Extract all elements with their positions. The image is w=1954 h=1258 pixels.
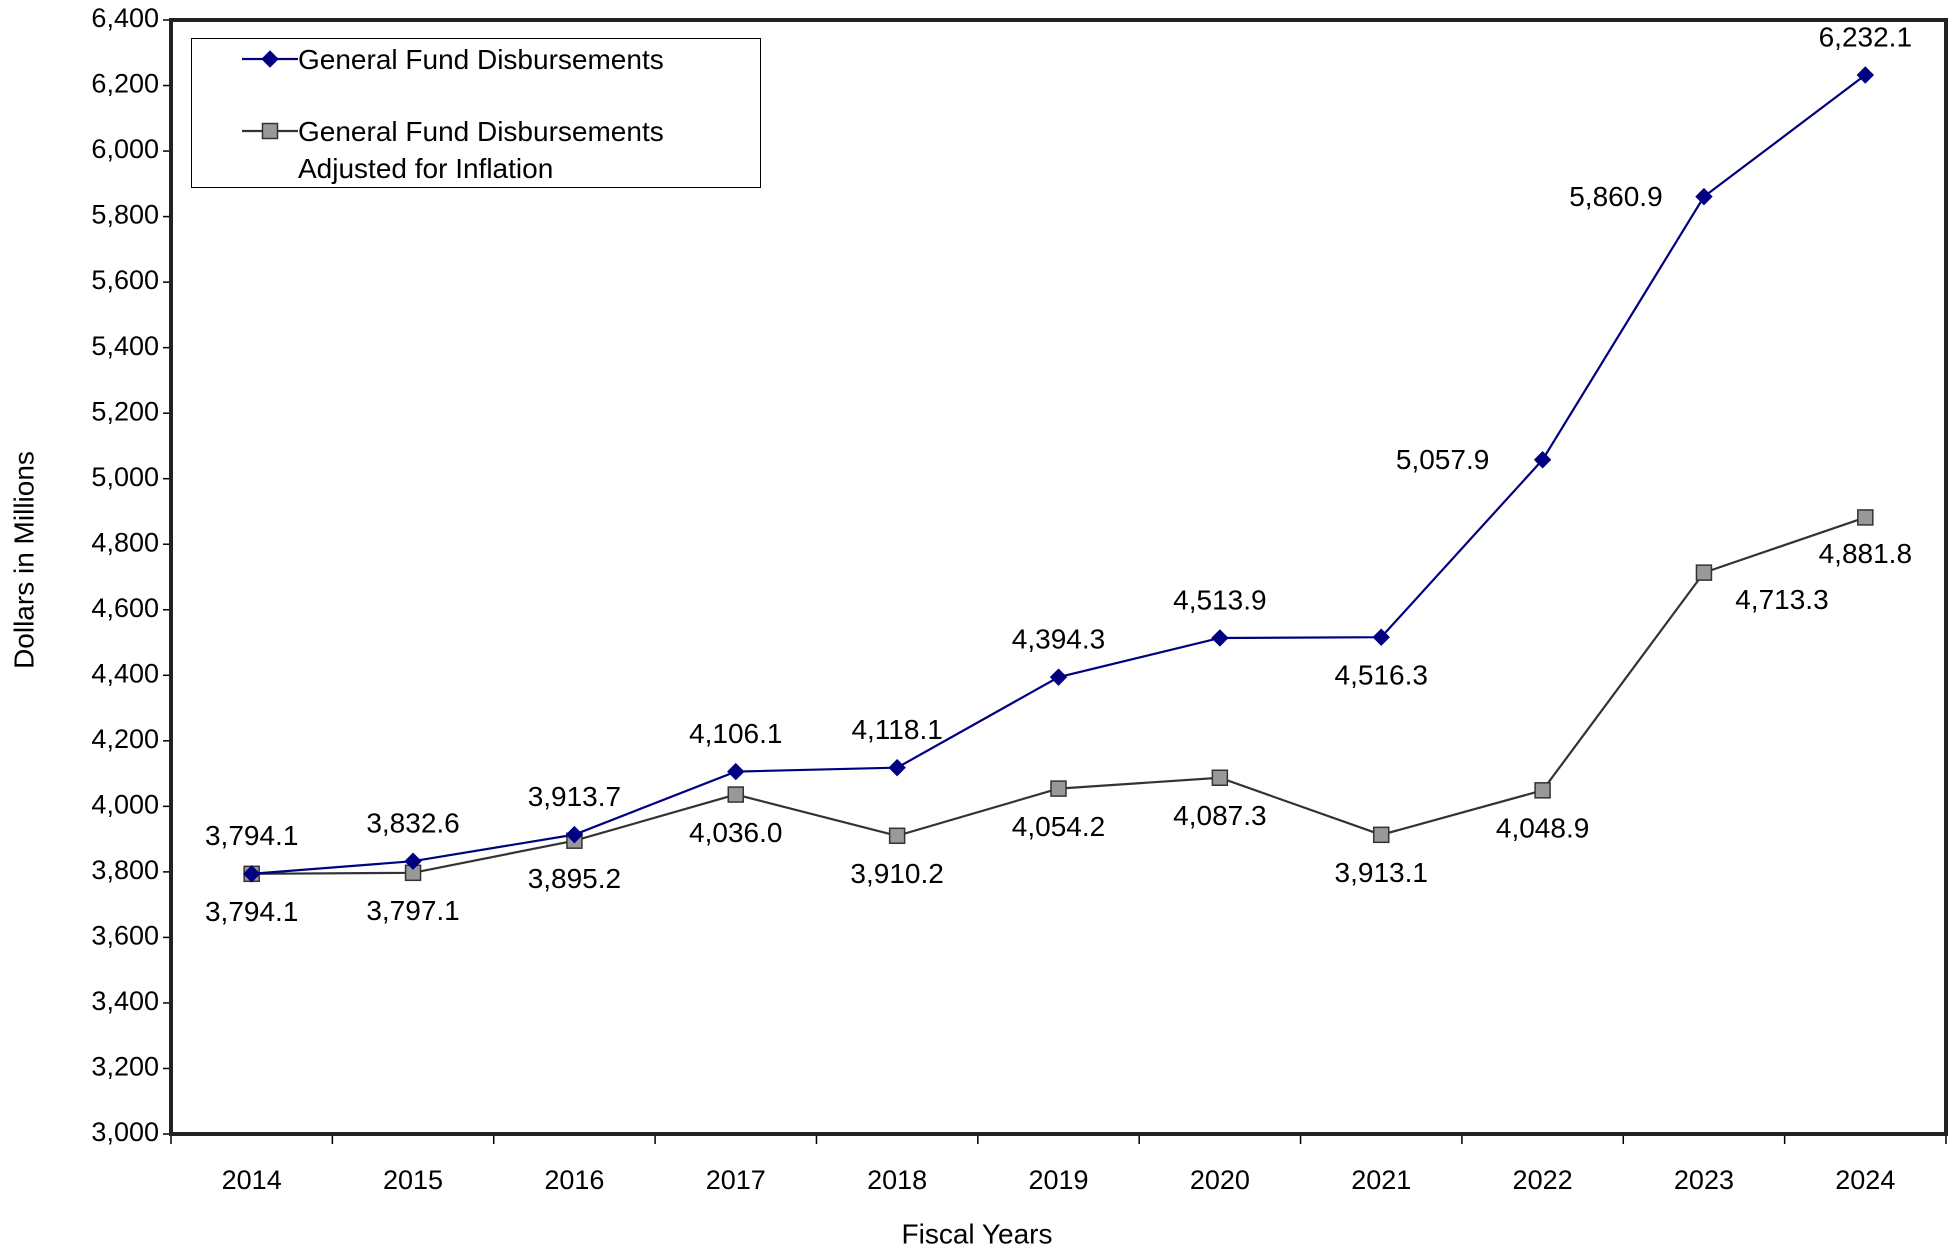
data-point: [1856, 66, 1875, 84]
y-tick-label: 4,200: [91, 724, 159, 754]
x-tick-label: 2022: [1513, 1165, 1573, 1195]
legend: General Fund Disbursements General Fund D…: [191, 38, 761, 188]
data-point: [1372, 628, 1390, 646]
y-tick-label: 4,400: [91, 658, 159, 688]
data-label: 3,794.1: [205, 896, 298, 927]
data-label: 6,232.1: [1819, 21, 1912, 52]
data-label: 5,057.9: [1396, 444, 1489, 475]
data-point: [727, 762, 745, 781]
data-point: [1211, 769, 1229, 786]
data-point: [565, 825, 584, 844]
x-tick-label: 2014: [222, 1165, 282, 1195]
data-point: [1211, 629, 1229, 647]
data-label: 3,913.1: [1335, 857, 1428, 888]
data-point: [1695, 564, 1713, 581]
y-tick-label: 6,400: [91, 3, 159, 33]
x-axis-title: Fiscal Years: [902, 1218, 1053, 1249]
data-point: [1534, 782, 1551, 799]
x-tick-label: 2017: [706, 1165, 766, 1195]
y-tick-label: 4,600: [91, 593, 159, 623]
x-tick-label: 2020: [1190, 1165, 1250, 1195]
x-tick-label: 2016: [544, 1165, 604, 1195]
y-tick-label: 3,000: [91, 1117, 159, 1147]
x-tick-label: 2015: [383, 1165, 443, 1195]
y-tick-label: 3,400: [91, 986, 159, 1016]
data-label: 3,832.6: [366, 808, 459, 839]
data-label: 4,087.3: [1173, 800, 1266, 831]
legend-label: General Fund Disbursements: [298, 44, 664, 75]
plot-frame: [169, 18, 1948, 1136]
legend-swatch: [242, 50, 298, 68]
y-tick-label: 5,600: [91, 265, 159, 295]
data-label: 4,106.1: [689, 718, 782, 749]
data-point: [1857, 509, 1874, 526]
data-label: 3,895.2: [528, 863, 621, 894]
y-axis-title: Dollars in Millions: [8, 451, 39, 669]
data-label: 4,881.8: [1819, 538, 1912, 569]
data-label: 4,048.9: [1496, 813, 1589, 844]
y-tick-label: 3,200: [91, 1052, 159, 1082]
data-label: 4,054.2: [1012, 811, 1105, 842]
data-label: 4,036.0: [689, 817, 782, 848]
y-tick-label: 5,200: [91, 396, 159, 426]
y-tick-label: 6,200: [91, 69, 159, 99]
y-tick-label: 4,000: [91, 789, 159, 819]
data-label: 4,713.3: [1735, 584, 1828, 615]
data-label: 4,516.3: [1335, 660, 1428, 691]
data-point: [1695, 187, 1713, 206]
data-label: 3,913.7: [528, 781, 621, 812]
data-label: 3,910.2: [850, 858, 943, 889]
legend-item: General Fund Disbursements Adjusted for …: [192, 111, 752, 191]
data-label: 4,513.9: [1173, 584, 1266, 615]
y-tick-label: 4,800: [91, 527, 159, 557]
data-point: [404, 852, 422, 870]
legend-swatch: [242, 122, 298, 140]
data-label: 3,794.1: [205, 820, 298, 851]
legend-item: General Fund Disbursements: [192, 39, 752, 119]
data-point: [1050, 780, 1067, 797]
y-tick-label: 5,000: [91, 462, 159, 492]
legend-label: General Fund Disbursements Adjusted for …: [298, 116, 664, 184]
x-tick-label: 2019: [1028, 1165, 1088, 1195]
y-tick-label: 5,400: [91, 331, 159, 361]
x-tick-label: 2021: [1351, 1165, 1411, 1195]
data-point: [242, 865, 261, 883]
y-tick-label: 3,800: [91, 855, 159, 885]
data-point: [727, 786, 745, 803]
data-point: [1372, 826, 1390, 844]
y-tick-label: 3,600: [91, 921, 159, 951]
x-tick-label: 2024: [1835, 1165, 1895, 1195]
data-point: [888, 827, 906, 845]
data-point: [1533, 451, 1552, 469]
data-label: 4,394.3: [1012, 624, 1105, 655]
y-tick-label: 5,800: [91, 200, 159, 230]
data-point: [1049, 668, 1068, 686]
x-tick-label: 2018: [867, 1165, 927, 1195]
x-tick-label: 2023: [1674, 1165, 1734, 1195]
y-tick-label: 6,000: [91, 134, 159, 164]
legend-marker: [261, 50, 279, 68]
data-point: [888, 758, 906, 777]
data-label: 4,118.1: [851, 714, 942, 745]
legend-marker: [261, 122, 279, 140]
data-label: 5,860.9: [1569, 181, 1662, 212]
data-label: 3,797.1: [366, 895, 459, 926]
